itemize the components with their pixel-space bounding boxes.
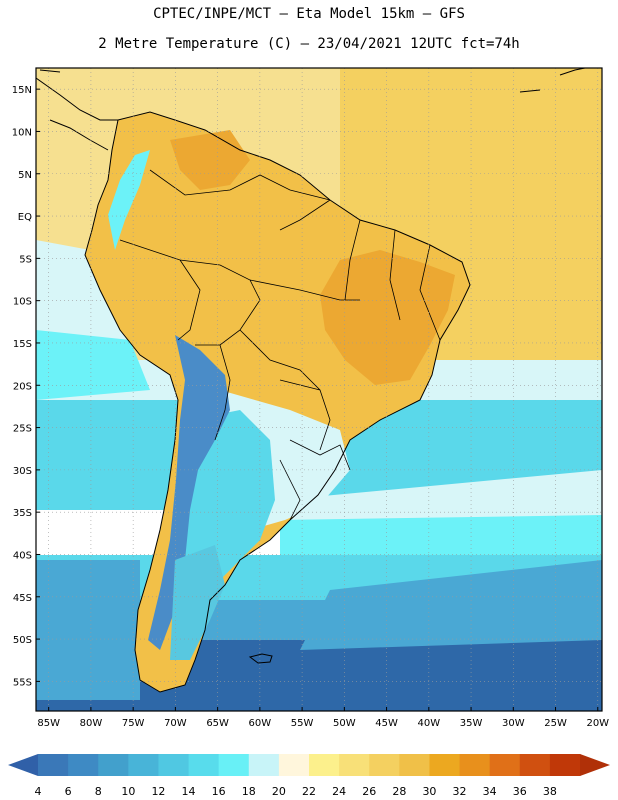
coastline (84, 111, 471, 693)
latitude-label: 10S (13, 297, 32, 308)
longitude-label: 50W (333, 718, 356, 729)
colorbar-left-arrow (8, 754, 38, 776)
longitude-label: 30W (502, 718, 525, 729)
longitude-label: 40W (418, 718, 441, 729)
colorbar-tick-label: 20 (272, 785, 286, 798)
latitude-label: 5S (19, 254, 32, 265)
colorbar-tick-labels: 4 6 8 10 12 14 16 18 20 22 24 26 28 30 32 34 36 38 (35, 785, 557, 798)
colorbar-swatch (369, 754, 400, 776)
colorbar-swatches (38, 754, 581, 776)
map-frame (35, 67, 603, 712)
colorbar-tick-label: 30 (422, 785, 436, 798)
colorbar-tick-label: 38 (543, 785, 557, 798)
colorbar-tick-label: 6 (65, 785, 72, 798)
longitude-label: 20W (586, 718, 609, 729)
ocean-cold-southeast (300, 560, 602, 650)
latitude-label: 15N (12, 85, 32, 96)
colorbar-tick-label: 10 (121, 785, 135, 798)
colorbar-swatch (399, 754, 430, 776)
longitude-label: 75W (122, 718, 145, 729)
andes-north-cold (108, 150, 150, 250)
longitude-labels: 85W 80W 75W 70W 65W 60W 55W 50W 45W 40W 35W 30W 25W 2… (37, 707, 609, 729)
colorbar-swatch (519, 754, 551, 776)
colorbar-tick-label: 32 (453, 785, 467, 798)
colorbar-tick-label: 4 (35, 785, 42, 798)
falkland-islands (248, 653, 273, 664)
longitude-label: 25W (544, 718, 567, 729)
andes-cold-region (148, 335, 230, 650)
longitude-label: 55W (291, 718, 314, 729)
latitude-label: 15S (13, 339, 32, 350)
longitude-label: 70W (164, 718, 187, 729)
colorbar-tick-label: 34 (483, 785, 497, 798)
colorbar-swatch (549, 754, 581, 776)
colorbar-swatch (489, 754, 521, 776)
colorbar-tick-label: 14 (182, 785, 196, 798)
ocean-cool-west (36, 560, 140, 700)
colorbar-tick-label: 12 (151, 785, 165, 798)
colorbar-tick-label: 8 (95, 785, 102, 798)
colorbar-swatch (128, 754, 159, 776)
latitude-label: 35S (13, 508, 32, 519)
colorbar-tick-label: 18 (242, 785, 256, 798)
latitude-label: 10N (12, 127, 32, 138)
caribbean-islands (39, 68, 586, 93)
latitude-label: 50S (13, 635, 32, 646)
amazon-hot-region (170, 130, 250, 190)
colorbar-swatch (218, 754, 250, 776)
colorbar-right-arrow (580, 754, 610, 776)
ocean-mid-pacific (36, 330, 150, 400)
colorbar-swatch (38, 754, 69, 776)
colorbar-tick-label: 16 (212, 785, 226, 798)
patagonia-cool-region (170, 545, 225, 660)
colorbar-tick-label: 28 (392, 785, 406, 798)
latitude-label: EQ (18, 212, 32, 223)
colorbar-swatch (98, 754, 129, 776)
colorbar-swatch (278, 754, 310, 776)
colorbar-tick-label: 36 (513, 785, 527, 798)
title-line-2: 2 Metre Temperature (C) – 23/04/2021 12U… (98, 36, 520, 52)
latitude-label: 45S (13, 593, 32, 604)
latitude-label: 40S (13, 550, 32, 561)
colorbar-tick-label: 26 (362, 785, 376, 798)
map-field (36, 68, 602, 711)
colorbar-tick-label: 22 (302, 785, 316, 798)
colorbar-swatch (309, 754, 340, 776)
country-borders (119, 169, 441, 521)
longitude-label: 60W (249, 718, 272, 729)
longitude-label: 35W (460, 718, 483, 729)
latitude-label: 20S (13, 381, 32, 392)
colorbar-swatch (339, 754, 370, 776)
colorbar-tick-label: 24 (332, 785, 346, 798)
colorbar-swatch (429, 754, 461, 776)
colorbar-swatch (158, 754, 190, 776)
longitude-label: 45W (375, 718, 398, 729)
colorbar-swatch (188, 754, 220, 776)
longitude-label: 85W (37, 718, 60, 729)
longitude-label: 80W (80, 718, 103, 729)
title-line-1: CPTEC/INPE/MCT – Eta Model 15km – GFS (153, 6, 465, 22)
latitude-labels: 15N 10N 5N EQ 5S 10S 15S 20S 25S 30S 35S 40S 45S 50S 5… (12, 85, 40, 688)
colorbar-swatch (248, 754, 280, 776)
colorbar-swatch (459, 754, 491, 776)
latitude-label: 30S (13, 466, 32, 477)
latitude-label: 55S (13, 677, 32, 688)
longitude-label: 65W (206, 718, 229, 729)
colorbar-swatch (68, 754, 99, 776)
latitude-label: 5N (18, 170, 32, 181)
latitude-label: 25S (13, 424, 32, 435)
